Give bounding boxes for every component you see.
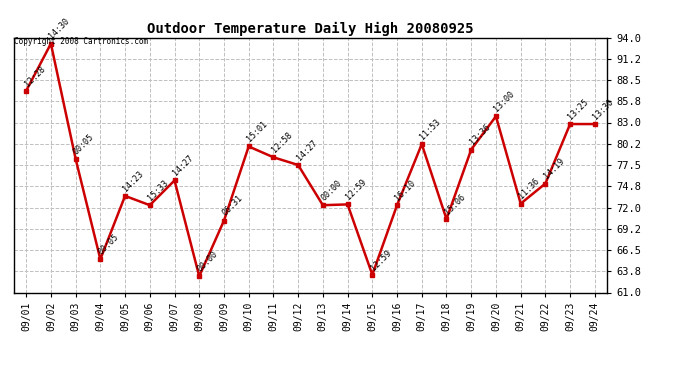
Text: 14:23: 14:23 (121, 169, 146, 193)
Text: 14:27: 14:27 (295, 138, 319, 162)
Text: 11:53: 11:53 (418, 117, 442, 141)
Text: 16:10: 16:10 (393, 178, 417, 203)
Text: 15:06: 15:06 (443, 192, 467, 216)
Text: 06:31: 06:31 (220, 194, 244, 218)
Text: 13:30: 13:30 (591, 97, 615, 121)
Title: Outdoor Temperature Daily High 20080925: Outdoor Temperature Daily High 20080925 (147, 22, 474, 36)
Text: 14:19: 14:19 (542, 157, 566, 181)
Text: 11:36: 11:36 (517, 177, 541, 201)
Text: 15:33: 15:33 (146, 178, 170, 203)
Text: 00:05: 00:05 (97, 232, 121, 256)
Text: 13:36: 13:36 (468, 123, 492, 147)
Text: 12:58: 12:58 (270, 130, 294, 154)
Text: Copyright 2008 Cartronics.com: Copyright 2008 Cartronics.com (14, 38, 148, 46)
Text: 14:30: 14:30 (48, 17, 71, 41)
Text: 13:00: 13:00 (493, 90, 516, 114)
Text: 12:59: 12:59 (368, 248, 393, 272)
Text: 12:28: 12:28 (23, 64, 47, 88)
Text: 15:01: 15:01 (245, 120, 269, 144)
Text: 00:00: 00:00 (319, 178, 344, 203)
Text: 12:59: 12:59 (344, 178, 368, 202)
Text: 00:00: 00:00 (196, 249, 219, 273)
Text: 14:27: 14:27 (171, 154, 195, 178)
Text: 13:25: 13:25 (566, 97, 591, 121)
Text: 00:05: 00:05 (72, 132, 96, 156)
